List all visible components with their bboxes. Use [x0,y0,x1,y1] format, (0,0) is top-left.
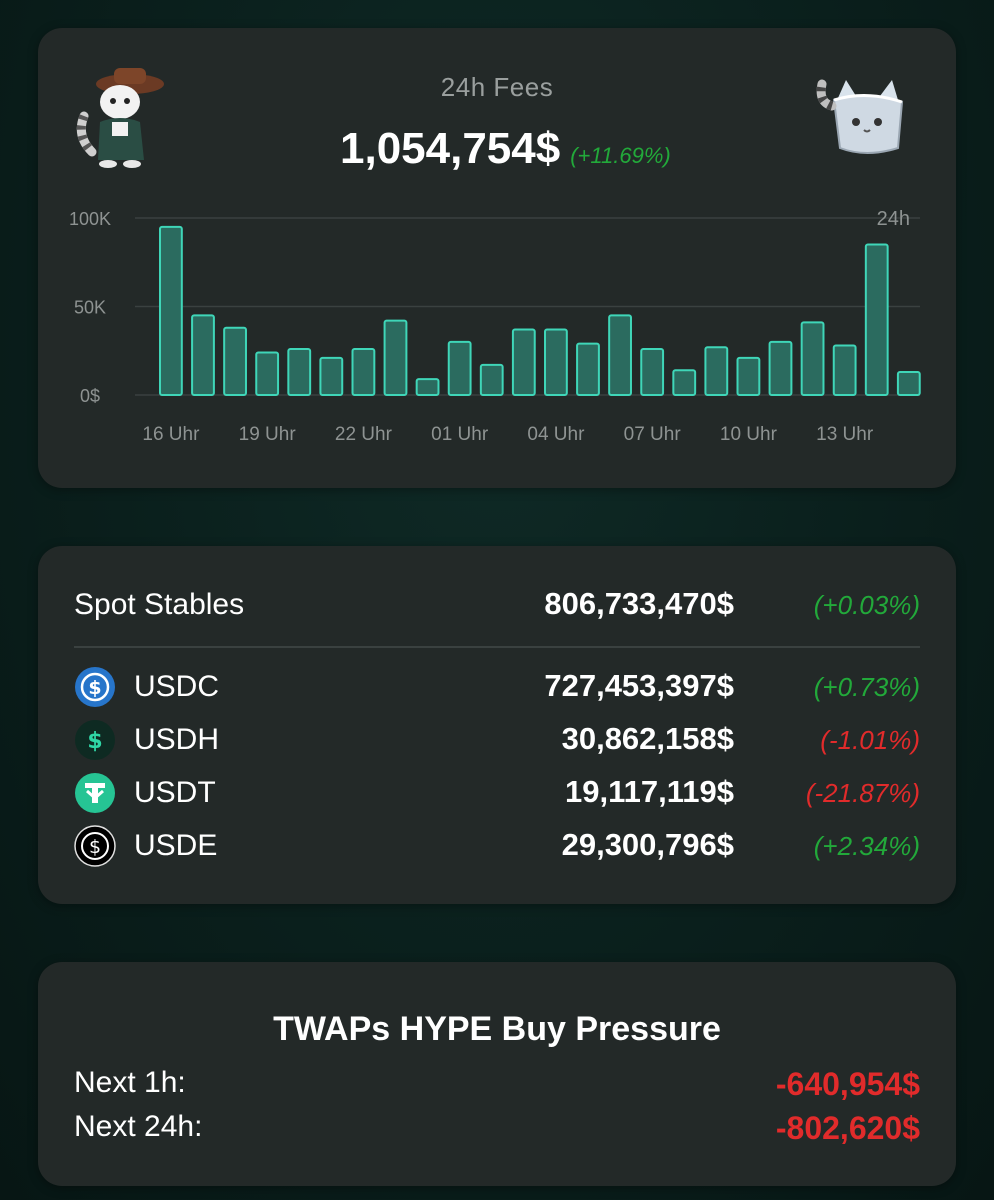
stable-value: 30,862,158$ [561,721,734,756]
chart-x-tick-label: 07 Uhr [624,424,682,445]
chart-x-tick-label: 01 Uhr [431,424,489,445]
stable-row-usdc: $ USDC 727,453,397$ (+0.73%) [74,666,920,708]
chart-bar [511,328,536,396]
twap-value: -640,954$ [775,1066,920,1102]
fees-title: 24h Fees [440,72,554,102]
svg-text:$: $ [89,836,101,858]
fees-value-row: 1,054,754$ (+11.69%) [340,124,671,174]
stable-row-usdt: USDT 19,117,119$ (-21.87%) [74,772,920,814]
twap-title: TWAPs HYPE Buy Pressure [273,1010,721,1048]
chart-bar [704,346,729,397]
stables-total-change: (+0.03%) [813,590,920,620]
chart-bar [544,328,568,396]
fees-card [38,28,956,488]
chart-bar [351,347,376,396]
chart-bar [896,370,921,397]
chart-y-tick-label: 50K [74,298,106,318]
chart-bar [319,356,344,396]
svg-text:$: $ [87,729,102,754]
stables-total-value: 806,733,470$ [544,586,734,621]
glass-cat-mascot-image [816,76,916,165]
twap-value: -802,620$ [775,1110,920,1146]
chart-bar [159,225,183,396]
twap-label: Next 24h: [74,1110,203,1143]
fees-value: 1,054,754$ [340,124,561,173]
chart-bar [287,347,312,396]
stable-change: (+0.73%) [813,672,920,702]
twap-card [38,962,956,1186]
stables-card [38,546,956,904]
cowboy-cat-mascot-image [70,66,170,175]
chart-x-tick-label: 10 Uhr [720,424,778,445]
chart-x-tick-label: 13 Uhr [816,424,874,445]
chart-x-tick-label: 16 Uhr [142,424,200,445]
stable-change: (-1.01%) [820,725,920,755]
chart-bar [383,319,408,396]
stable-value: 29,300,796$ [561,827,734,862]
chart-bar [800,321,825,396]
chart-bar [415,378,440,397]
stable-label: USDC [134,670,220,703]
stables-total-label: Spot Stables [74,588,245,621]
stable-row-usde: $ USDE 29,300,796$ (+2.34%) [74,825,920,867]
stable-change: (-21.87%) [805,778,920,808]
chart-bar [223,326,247,396]
chart-bar [736,356,761,396]
chart-bar [479,363,504,397]
chart-bar [255,351,280,397]
chart-x-tick-label: 19 Uhr [239,424,297,445]
stables-total-row: Spot Stables 806,733,470$ (+0.03%) [74,584,920,628]
usdt-icon [74,772,116,814]
stable-change: (+2.34%) [813,831,920,861]
stable-label: USDE [134,829,218,862]
chart-bar [768,340,793,396]
chart-y-tick-label: 0$ [80,386,100,406]
twap-label: Next 1h: [74,1066,186,1099]
chart-bar [864,243,889,396]
fees-bar-chart: 100K 50K 0$ 24h 16 Uhr 19 Uhr 22 Uhr 01 Uhr 04 U… [69,208,921,445]
chart-period-label: 24h [877,208,910,230]
chart-x-tick-label: 22 Uhr [335,424,393,445]
stables-divider [74,646,920,648]
chart-bar [608,314,632,396]
chart-y-tick-label: 100K [69,209,111,229]
chart-bar [640,347,665,396]
chart-x-tick-label: 04 Uhr [527,424,585,445]
usdh-icon: $ [74,719,116,761]
chart-bar [832,344,857,397]
stable-value: 19,117,119$ [565,774,734,809]
stable-value: 727,453,397$ [544,668,734,703]
fees-change: (+11.69%) [570,143,671,168]
chart-bar [191,314,215,396]
chart-bar [672,369,697,397]
usdc-icon: $ [74,666,116,708]
chart-bar [447,340,472,396]
twap-row-1h: Next 1h: -640,954$ [74,1066,920,1106]
chart-bar [576,342,600,396]
usde-icon: $ [74,825,116,867]
stable-row-usdh: $ USDH 30,862,158$ (-1.01%) [74,719,920,761]
stable-label: USDH [134,723,220,756]
stable-label: USDT [134,776,216,809]
svg-text:$: $ [88,677,101,699]
twap-row-24h: Next 24h: -802,620$ [74,1110,920,1150]
